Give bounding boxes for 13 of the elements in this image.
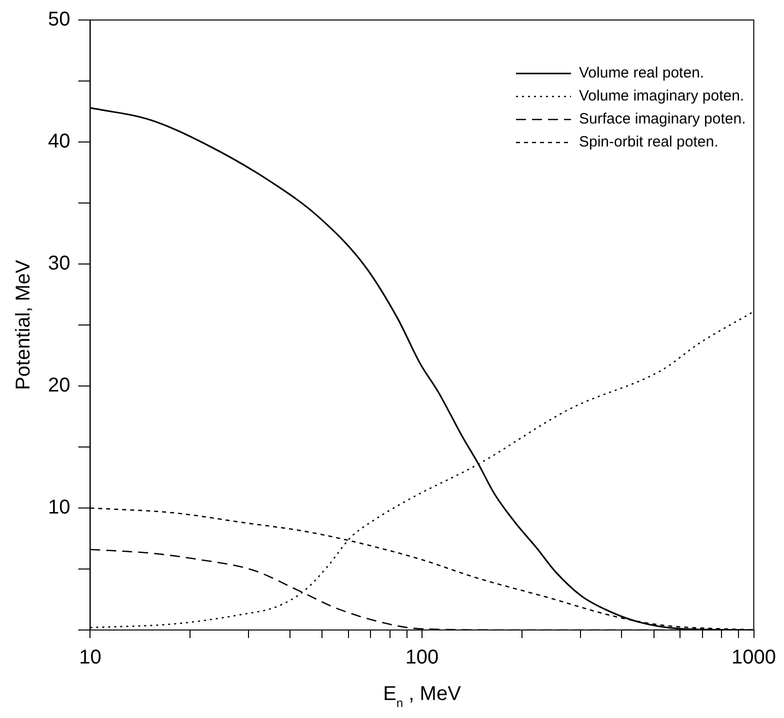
x-tick-label: 10 (79, 646, 102, 669)
legend-label: Surface imaginary poten. (578, 110, 746, 128)
y-tick-label: 50 (48, 8, 70, 31)
y-tick-label: 20 (48, 374, 70, 397)
y-tick-label: 40 (48, 130, 70, 153)
legend-label: Volume imaginary poten. (578, 88, 744, 105)
y-axis-title: Potential, MeV (12, 259, 35, 390)
x-tick-label: 1000 (732, 646, 776, 669)
legend-label: Spin-orbit real poten. (578, 134, 718, 151)
y-tick-label: 10 (48, 496, 70, 519)
y-tick-label: 30 (48, 252, 70, 275)
x-tick-label: 100 (405, 646, 439, 669)
legend-label: Volume real poten. (578, 64, 704, 82)
